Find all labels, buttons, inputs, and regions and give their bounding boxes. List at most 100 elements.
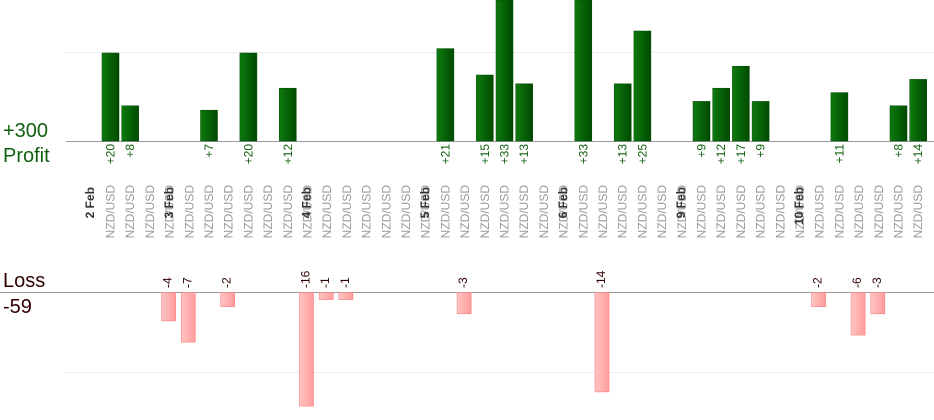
pair-label: NZD/USD	[163, 185, 177, 239]
profit-value-label: +13	[616, 144, 630, 165]
profit-value-label: +12	[714, 144, 728, 165]
loss-bar	[161, 292, 176, 322]
profit-value-label: +20	[104, 144, 118, 165]
loss-bar	[456, 292, 472, 315]
pair-label: NZD/USD	[557, 185, 571, 239]
pair-label: NZD/USD	[202, 185, 216, 239]
profit-value-label: +14	[911, 144, 925, 165]
profit-value-label: +12	[281, 144, 295, 165]
profit-value-label: +8	[123, 144, 137, 158]
pair-label: NZD/USD	[182, 185, 196, 239]
loss-bar	[870, 292, 886, 315]
profit-value-label: +9	[754, 144, 768, 158]
pair-label: NZD/USD	[576, 185, 590, 239]
value-labels: +20 +8 -4 -7 +7 -2 +20 +12 -16 -1 -1 +21 -3 +15 +33 +13…	[104, 144, 926, 288]
date-labels: 2 Feb 3 Feb 4 Feb 5 Feb 6 Feb 9 Feb 10 Feb	[83, 187, 806, 225]
pair-label: NZD/USD	[222, 185, 236, 239]
pair-label: NZD/USD	[281, 185, 295, 239]
loss-value-label: -1	[338, 277, 352, 288]
date-label: 6 Feb	[556, 187, 570, 218]
pair-label: NZD/USD	[911, 185, 925, 239]
pair-label: NZD/USD	[301, 185, 315, 239]
profit-bar	[889, 105, 908, 142]
pair-label: NZD/USD	[872, 185, 886, 239]
profit-bar	[436, 48, 455, 142]
profit-bar	[495, 0, 514, 142]
pair-label: NZD/USD	[635, 185, 649, 239]
profit-bar	[909, 79, 927, 142]
loss-total: -59	[3, 296, 32, 318]
date-label: 4 Feb	[300, 187, 314, 218]
profit-value-label: +11	[832, 144, 846, 164]
pair-label: NZD/USD	[892, 185, 906, 239]
loss-value-label: -14	[594, 270, 608, 288]
pair-label: NZD/USD	[261, 185, 275, 239]
pair-label: NZD/USD	[813, 185, 827, 239]
loss-value-label: -3	[870, 277, 884, 288]
profit-bar	[751, 101, 770, 142]
date-label: 2 Feb	[83, 187, 97, 218]
profit-bars	[101, 0, 927, 142]
loss-bar	[181, 292, 196, 343]
profit-value-label: +25	[635, 144, 649, 165]
pair-label: NZD/USD	[399, 185, 413, 239]
profit-value-label: +20	[241, 144, 255, 165]
pair-label: NZD/USD	[714, 185, 728, 239]
profit-bar	[515, 83, 533, 142]
loss-bar	[220, 292, 235, 307]
pair-label: NZD/USD	[754, 185, 768, 239]
loss-bar	[811, 292, 827, 307]
pair-label: NZD/USD	[793, 185, 807, 239]
pair-label: NZD/USD	[596, 185, 610, 239]
loss-value-label: -6	[850, 277, 864, 288]
profit-bar	[279, 87, 297, 142]
pair-label: NZD/USD	[537, 185, 551, 239]
pair-label: NZD/USD	[852, 185, 866, 239]
profit-label: Profit	[3, 145, 50, 167]
profit-value-label: +33	[576, 144, 590, 165]
loss-bar	[318, 292, 334, 300]
profit-value-label: +8	[892, 144, 906, 158]
loss-label: Loss	[3, 270, 46, 292]
loss-value-label: -4	[161, 277, 175, 288]
profit-bar	[121, 105, 139, 142]
pair-label: NZD/USD	[438, 185, 452, 239]
pair-label: NZD/USD	[498, 185, 512, 239]
profit-bar	[830, 92, 849, 142]
profit-bar	[574, 0, 593, 142]
loss-value-label: -3	[456, 277, 470, 288]
pair-label: NZD/USD	[340, 185, 354, 239]
pair-label: NZD/USD	[104, 185, 118, 239]
profit-total: +300	[3, 120, 49, 142]
date-label: 10 Feb	[792, 187, 806, 225]
profit-value-label: +9	[695, 144, 709, 158]
profit-value-label: +13	[517, 144, 531, 165]
pair-label: NZD/USD	[773, 185, 787, 239]
profit-bar	[633, 30, 652, 142]
profit-bar	[476, 74, 494, 142]
profit-bar	[732, 65, 750, 142]
profit-value-label: +21	[438, 144, 452, 165]
pair-label: NZD/USD	[675, 185, 689, 239]
loss-value-label: -2	[220, 277, 234, 288]
pair-label: NZD/USD	[734, 185, 748, 239]
pair-label: NZD/USD	[517, 185, 531, 239]
loss-bar	[594, 292, 610, 393]
profit-value-label: +17	[734, 144, 748, 165]
pair-labels: NZD/USD NZD/USD NZD/USD NZD/USD NZD/USD NZD/U…	[104, 185, 926, 239]
loss-value-label: -7	[180, 277, 194, 288]
profit-bar	[200, 109, 218, 142]
pair-label: NZD/USD	[616, 185, 630, 239]
pair-label: NZD/USD	[478, 185, 492, 239]
loss-bars	[161, 292, 886, 407]
pair-label: NZD/USD	[379, 185, 393, 239]
profit-value-label: +33	[498, 144, 512, 165]
loss-bar	[299, 292, 314, 407]
loss-bar	[850, 292, 866, 336]
profit-bar	[712, 87, 730, 142]
pair-label: NZD/USD	[123, 185, 137, 239]
pair-label: NZD/USD	[655, 185, 669, 239]
loss-value-label: -2	[811, 277, 825, 288]
pair-label: NZD/USD	[419, 185, 433, 239]
